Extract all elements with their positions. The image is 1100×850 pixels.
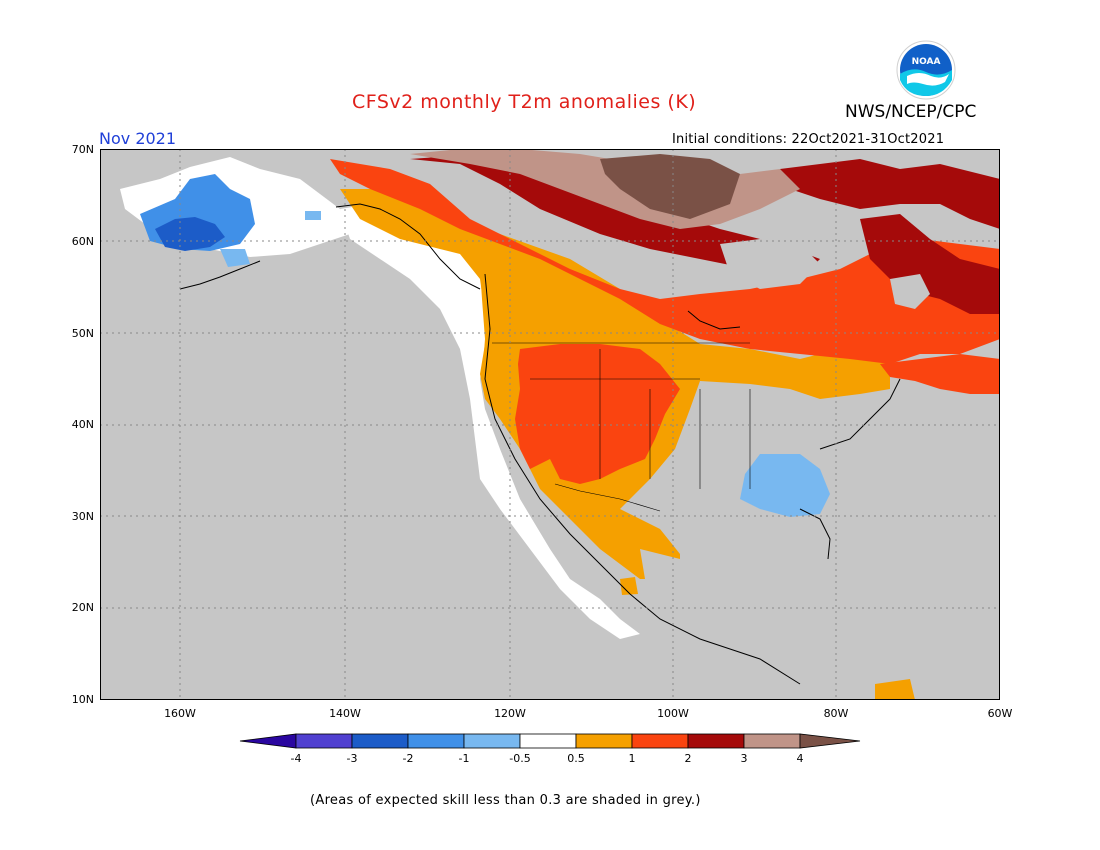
southeast-lightblue-region <box>740 454 830 517</box>
noaa-logo-text: NOAA <box>912 57 941 67</box>
lon-label-60w: 60W <box>987 707 1013 720</box>
colorbar-segment-1-2 <box>631 733 689 749</box>
anomaly-map <box>100 149 1000 700</box>
alaska-lightblue-patch <box>220 249 250 267</box>
orange-patch-pacific-nw <box>480 267 530 404</box>
border-lines <box>492 342 751 512</box>
orange-patch-pacific-mexico <box>620 577 638 595</box>
lon-label-120w: 120W <box>494 707 526 720</box>
colorbar-label: -2 <box>402 752 414 765</box>
map-frame <box>100 149 1000 700</box>
forecast-month: Nov 2021 <box>99 129 177 148</box>
darkred-region-labrador <box>860 214 1000 314</box>
brown-region <box>600 154 740 219</box>
lat-label-50n: 50N <box>71 327 94 340</box>
initial-conditions: Initial conditions: 22Oct2021-31Oct2021 <box>672 132 945 147</box>
colorbar-segment-lt-4 <box>239 733 297 749</box>
grey-patch-mexico <box>640 549 700 619</box>
colorbar-label: 4 <box>796 752 804 765</box>
grey-patch-hudson <box>720 239 820 289</box>
alaska-darkblue-region <box>155 217 225 251</box>
colorbar-segment-05-1 <box>575 733 633 749</box>
colorbar-label: 3 <box>740 752 748 765</box>
agency-label: NWS/NCEP/CPC <box>845 102 977 122</box>
colorbar-label: -1 <box>458 752 470 765</box>
redorange-patch-northeast <box>880 354 1000 394</box>
lon-label-140w: 140W <box>329 707 361 720</box>
map-title: CFSv2 monthly T2m anomalies (K) <box>352 91 697 113</box>
colorbar-segment-3-4 <box>743 733 801 749</box>
lat-label-70n: 70N <box>71 143 94 156</box>
lat-label-30n: 30N <box>71 510 94 523</box>
lat-label-60n: 60N <box>71 235 94 248</box>
colorbar-segment-4-3 <box>295 733 353 749</box>
colorbar-label: 0.5 <box>567 752 585 765</box>
orange-patch-caribbean <box>875 679 915 700</box>
lat-label-20n: 20N <box>71 601 94 614</box>
lat-label-40n: 40N <box>71 418 94 431</box>
alaska-lightblue-cell <box>305 211 321 220</box>
colorbar-segment-1-05 <box>463 733 521 749</box>
colorbar-segment-2-3 <box>687 733 745 749</box>
colorbar-label: -0.5 <box>509 752 531 765</box>
colorbar-label: -4 <box>290 752 302 765</box>
colorbar-label: -3 <box>346 752 358 765</box>
noaa-logo: NOAA <box>896 40 956 100</box>
colorbar <box>239 733 861 749</box>
colorbar-segment-neutral <box>519 733 577 749</box>
coastlines <box>179 203 901 685</box>
colorbar-segment-2-1 <box>407 733 465 749</box>
grey-patch-greenland-interior <box>890 274 930 309</box>
redorange-region-north <box>330 159 1000 364</box>
colorbar-label: 1 <box>628 752 636 765</box>
lon-label-160w: 160W <box>164 707 196 720</box>
colorbar-segment-3-2 <box>351 733 409 749</box>
colorbar-segment-gt-4 <box>799 733 861 749</box>
colorbar-label: 2 <box>684 752 692 765</box>
skill-footnote: (Areas of expected skill less than 0.3 a… <box>310 793 701 808</box>
darkred-region-north <box>410 154 820 279</box>
darkred-region-greenland <box>780 159 1000 229</box>
gridlines <box>100 149 1000 700</box>
lon-label-100w: 100W <box>657 707 689 720</box>
lat-label-10n: 10N <box>71 693 94 706</box>
lon-label-80w: 80W <box>823 707 849 720</box>
